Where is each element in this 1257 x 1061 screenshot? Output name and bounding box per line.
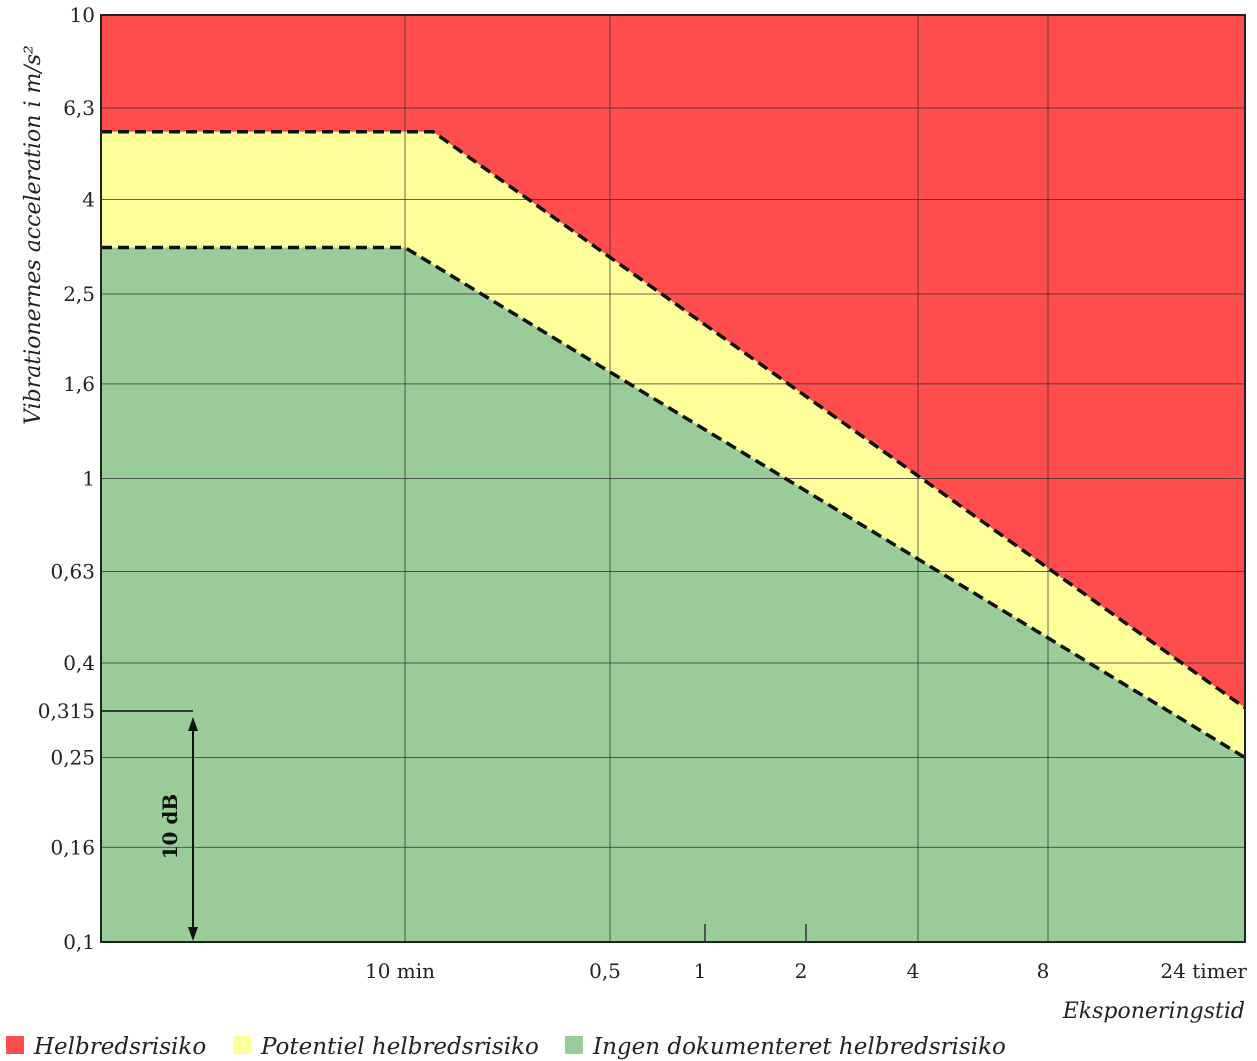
y-tick-label: 0,25 <box>50 746 95 770</box>
arrow-head-down <box>188 927 198 941</box>
arrow-head-up <box>188 717 198 732</box>
annotation-10db: 10 dB <box>101 710 198 941</box>
y-tick-label: 1 <box>82 467 95 491</box>
legend-label: Potentiel helbredsrisiko <box>260 1034 539 1060</box>
legend-swatch <box>565 1036 583 1054</box>
y-tick-label: 0,63 <box>50 560 95 584</box>
x-tick-label: 4 <box>907 959 920 983</box>
y-axis-title: Vibrationernes acceleration i m/s² <box>21 45 46 425</box>
x-tick-label: 0,5 <box>589 959 621 983</box>
y-tick-label: 0,4 <box>63 651 95 675</box>
x-tick-label: 24 timer <box>1160 959 1247 983</box>
y-tick-label: 2,5 <box>63 282 95 306</box>
y-tick-label: 0,16 <box>50 835 95 859</box>
boundary-lower <box>101 245 1246 760</box>
y-tick-label: 1,6 <box>63 372 95 396</box>
boundary-lines <box>101 129 1247 760</box>
x-tick-label: 8 <box>1037 959 1050 983</box>
legend-label: Ingen dokumenteret helbredsrisiko <box>592 1034 1006 1060</box>
boundary-upper <box>101 129 1247 710</box>
legend-label: Helbredsrisiko <box>33 1034 206 1060</box>
y-tick-label: 4 <box>82 187 95 211</box>
x-axis-title: Eksponeringstid <box>1062 999 1245 1024</box>
legend-swatch <box>233 1036 251 1054</box>
x-axis-ticks: 10 min 0,5 1 2 4 8 24 timer <box>365 959 1247 983</box>
legend-swatch <box>6 1036 24 1054</box>
x-tick-label: 1 <box>694 959 707 983</box>
y-tick-label: 6,3 <box>63 96 95 120</box>
y-tick-label: 10 <box>70 3 95 27</box>
y-axis-ticks: 0,1 0,16 0,25 0,315 0,4 0,63 1 1,6 2,5 4 6,3 10 <box>38 3 95 954</box>
x-tick-label: 10 min <box>365 959 435 983</box>
y-tick-label: 0,315 <box>38 699 95 723</box>
legend: Helbredsrisiko Potentiel helbredsrisiko In… <box>6 1034 1006 1060</box>
y-tick-label: 0,1 <box>63 930 95 954</box>
annotation-label: 10 dB <box>158 794 182 860</box>
region-ingen-helbredsrisiko <box>101 247 1245 942</box>
plot-frame <box>100 14 1246 943</box>
x-tick-label: 2 <box>795 959 808 983</box>
